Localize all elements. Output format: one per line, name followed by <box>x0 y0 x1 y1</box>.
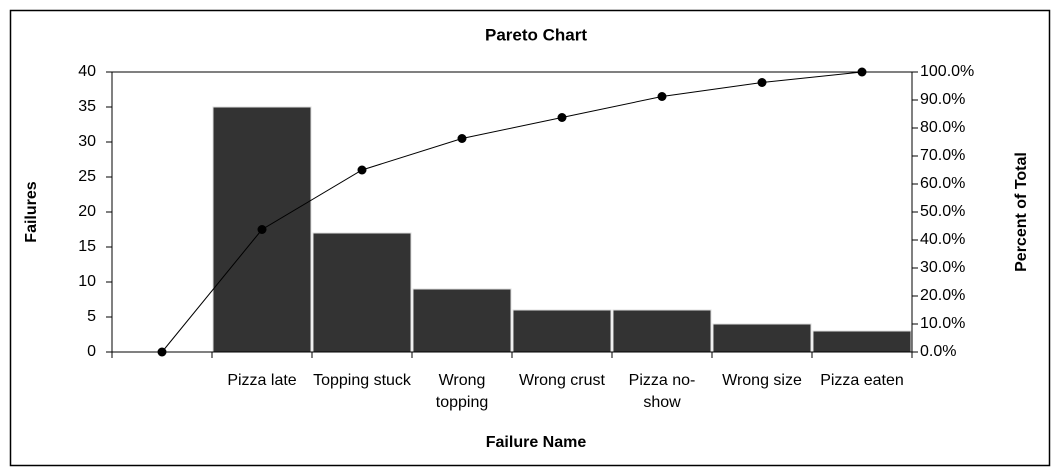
y2-tick-label: 80.0% <box>920 119 965 136</box>
bar <box>612 309 712 353</box>
marker <box>757 78 767 87</box>
marker <box>857 67 867 77</box>
y2-tick-label: 30.0% <box>920 259 965 276</box>
y-tick-label: 5 <box>87 308 96 325</box>
x-axis-title: Failure Name <box>486 434 587 451</box>
x-tick-label: Wrong crust <box>519 372 605 389</box>
y2-tick-label: 100.0% <box>920 63 974 80</box>
y-axis-title: Failures <box>23 181 40 242</box>
y-tick-label: 40 <box>78 63 96 80</box>
x-tick-label: Wrong size <box>722 372 802 389</box>
y2-tick-label: 40.0% <box>920 231 965 248</box>
y-tick-label: 30 <box>78 133 96 150</box>
y2-tick-label: 70.0% <box>920 147 965 164</box>
x-tick-label: Topping stuck <box>313 372 411 389</box>
x-tick-label: Pizza late <box>227 372 297 389</box>
bar <box>512 309 612 353</box>
marker <box>557 113 567 122</box>
y2-tick-label: 50.0% <box>920 203 965 220</box>
bar <box>412 288 512 353</box>
y2-axis-title: Percent of Total <box>1013 152 1030 272</box>
y2-tick-label: 90.0% <box>920 91 965 108</box>
bar <box>712 323 812 353</box>
y-tick-label: 0 <box>87 343 96 360</box>
bar <box>812 330 912 353</box>
y-tick-label: 20 <box>78 203 96 220</box>
marker <box>357 165 367 175</box>
y-tick-label: 15 <box>78 238 96 255</box>
y2-tick-label: 60.0% <box>920 175 965 192</box>
chart-title: Pareto Chart <box>485 25 587 44</box>
y2-tick-label: 10.0% <box>920 315 965 332</box>
chart-frame <box>9 9 1051 467</box>
x-tick-label: Pizza eaten <box>820 372 904 389</box>
line <box>161 71 863 353</box>
marker <box>657 92 667 101</box>
y2-tick-label: 0.0% <box>920 343 956 360</box>
y2-tick-label: 20.0% <box>920 287 965 304</box>
y-tick-label: 25 <box>78 168 96 185</box>
y-tick-label: 10 <box>78 273 96 290</box>
y-tick-label: 35 <box>78 98 96 115</box>
marker <box>257 225 267 234</box>
bar <box>312 232 412 353</box>
x-tick-label: Pizza no-show <box>628 372 696 411</box>
x-tick-label: Wrong topping <box>435 372 489 411</box>
marker <box>457 134 467 143</box>
